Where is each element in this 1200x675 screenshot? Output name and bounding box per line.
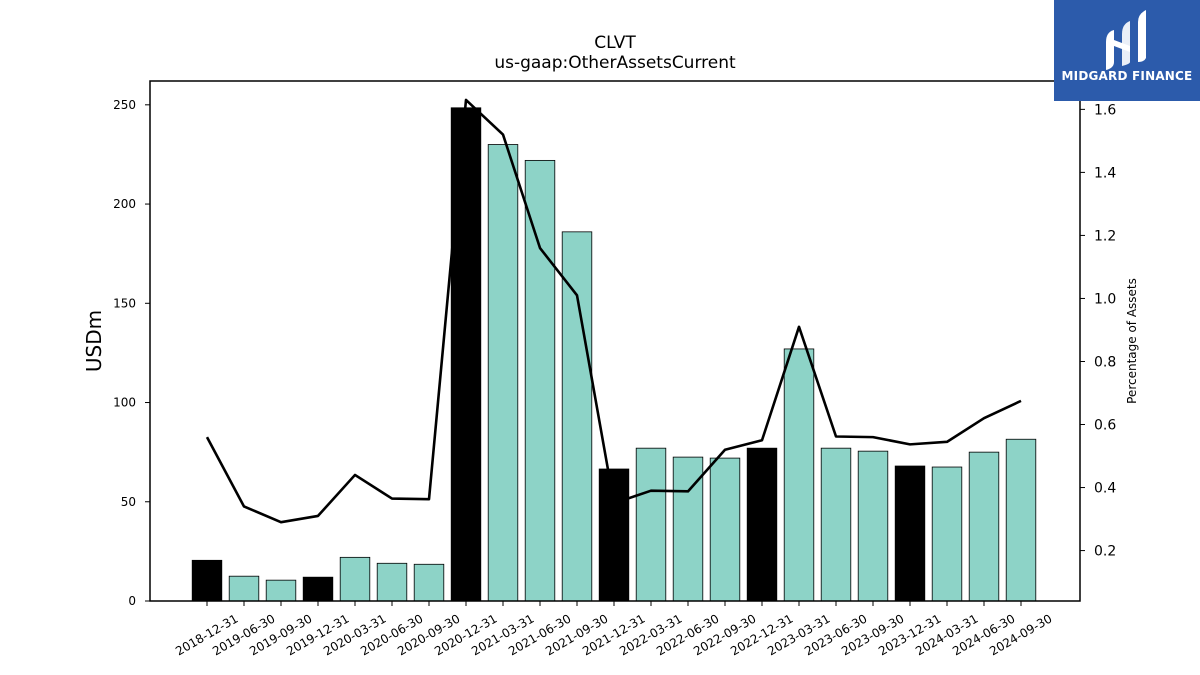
bar-2020-12-31 [450, 107, 482, 602]
midgard-logo-icon [1106, 10, 1146, 70]
left-tick-label: 150 [113, 296, 136, 310]
right-tick-label: 0.2 [1094, 544, 1116, 560]
right-tick-label: 1.6 [1094, 102, 1116, 118]
left-axis-label: USDm [82, 310, 106, 372]
right-tick-label: 0.8 [1094, 354, 1116, 370]
right-tick-label: 0.4 [1094, 481, 1116, 497]
bar-2021-06-30 [524, 159, 556, 602]
chart-subtitle: us-gaap:OtherAssetsCurrent [494, 53, 736, 73]
right-tick-label: 1.2 [1094, 228, 1116, 244]
left-tick-label: 250 [113, 98, 136, 112]
bar-2020-03-31 [339, 556, 371, 602]
x-axis: 2018-12-312019-06-302019-09-302019-12-31… [173, 601, 1055, 658]
line-series-percentage [205, 98, 1022, 524]
bar-2024-09-30 [1005, 438, 1037, 602]
bar-2022-12-31 [746, 447, 778, 602]
bar-2021-12-31 [598, 468, 630, 602]
bar-2019-09-30 [265, 579, 297, 602]
left-tick-label: 200 [113, 197, 136, 211]
logo-text: MIDGARD FINANCE [1061, 69, 1193, 83]
bar-2023-06-30 [820, 447, 852, 602]
bar-2021-09-30 [561, 231, 593, 602]
chart-title: CLVT [594, 33, 636, 53]
bar-2023-09-30 [857, 450, 889, 602]
bar-2020-09-30 [413, 563, 445, 602]
bar-2019-12-31 [302, 576, 334, 602]
left-tick-label: 50 [121, 495, 136, 509]
bar-2020-06-30 [376, 562, 408, 602]
right-tick-label: 1.4 [1094, 165, 1116, 181]
line-layer [205, 98, 1022, 524]
bar-2018-12-31 [191, 559, 223, 602]
left-tick-label: 100 [113, 396, 136, 410]
brand-logo: MIDGARD FINANCE [1054, 0, 1200, 101]
plot-frame [149, 80, 1081, 602]
bar-2024-06-30 [968, 451, 1000, 602]
left-tick-label: 0 [128, 594, 136, 608]
bar-2023-03-31 [783, 348, 815, 602]
bar-2021-03-31 [487, 144, 519, 602]
right-axis-label: Percentage of Assets [1125, 278, 1139, 404]
right-axis: 0.2 0.4 0.6 0.8 1.0 1.2 1.4 1.6 [1080, 102, 1116, 560]
bar-2022-03-31 [635, 447, 667, 602]
bar-2022-09-30 [709, 457, 741, 602]
right-tick-label: 1.0 [1094, 291, 1116, 307]
bar-2023-12-31 [894, 465, 926, 602]
bar-group [191, 107, 1037, 602]
bar-2024-03-31 [931, 466, 963, 602]
bar-2019-06-30 [228, 575, 260, 602]
left-axis: 0 50 100 150 200 250 [113, 98, 150, 608]
right-tick-label: 0.6 [1094, 418, 1116, 434]
